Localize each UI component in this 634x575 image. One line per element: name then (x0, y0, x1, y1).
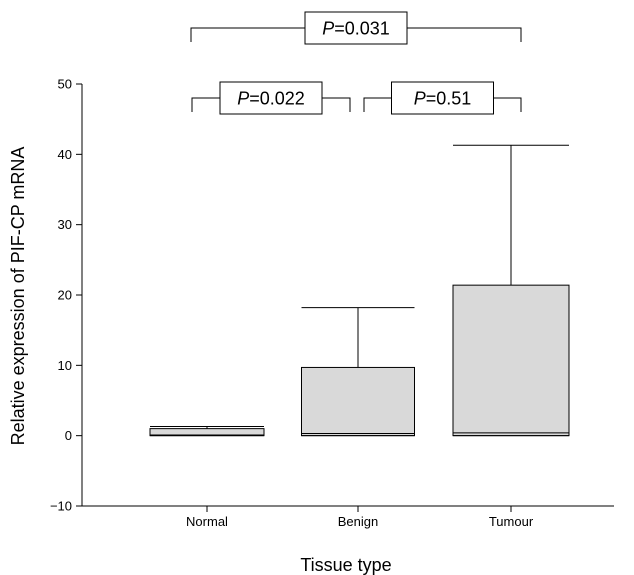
significance-brackets: P=0.022 P=0.51 P=0.031 (190, 11, 522, 115)
y-tick-label: 10 (58, 358, 72, 373)
box-normal (149, 426, 265, 437)
p-value-label: P=0.031 (322, 19, 390, 39)
y-tick-label: 20 (58, 288, 72, 303)
p-value-box (219, 81, 323, 115)
box-series (149, 144, 570, 437)
p-value-label: P=0.022 (237, 89, 305, 109)
y-tick-label: 0 (65, 428, 72, 443)
y-axis-title: Relative expression of PIF-CP mRNA (8, 147, 28, 446)
y-tick-label: 30 (58, 217, 72, 232)
p-value-box (391, 81, 494, 115)
x-axis-title: Tissue type (300, 555, 391, 575)
p-value-label: P=0.51 (414, 89, 472, 109)
x-tick-label: Normal (186, 514, 228, 529)
y-tick-label: −10 (50, 499, 72, 514)
bracket-benign-tumour: P=0.51 (363, 81, 522, 115)
box-benign (301, 307, 415, 437)
box-iqr (452, 284, 570, 437)
p-value-box (304, 11, 408, 45)
box-iqr (301, 366, 415, 437)
x-tick-label: Benign (338, 514, 378, 529)
y-axis: −10 0 10 20 30 40 50 (50, 77, 83, 514)
box-tumour (452, 144, 570, 437)
x-tick-label: Tumour (489, 514, 534, 529)
y-tick-label: 40 (58, 147, 72, 162)
bracket-normal-tumour: P=0.031 (190, 11, 522, 45)
x-axis: Normal Benign Tumour (82, 505, 614, 529)
y-tick-label: 50 (58, 77, 72, 92)
bracket-normal-benign: P=0.022 (191, 81, 351, 115)
